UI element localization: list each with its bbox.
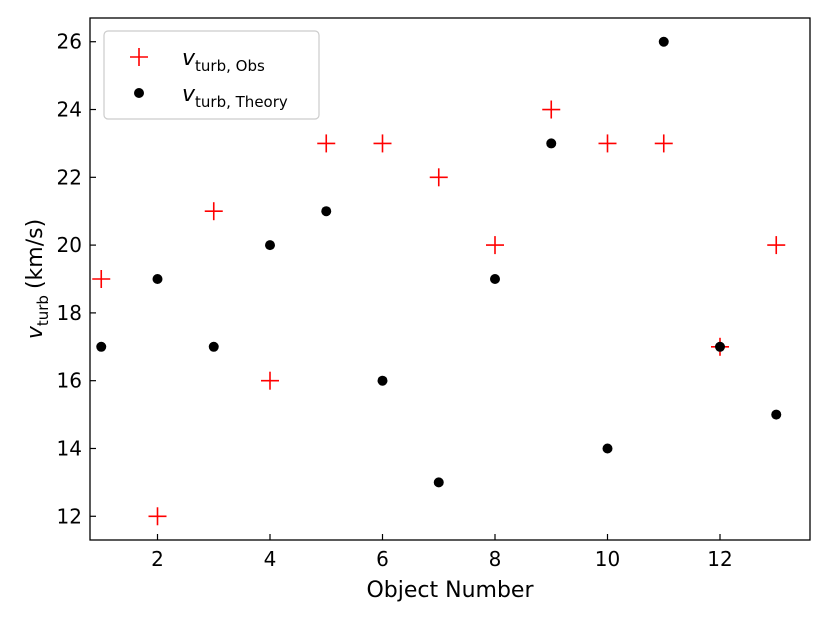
theory-point-7: [433, 477, 444, 488]
theory-point-9: [546, 138, 557, 149]
theory-point-2: [152, 274, 163, 284]
legend-marker-obs: [130, 48, 148, 66]
x-tick-label-12: 12: [707, 547, 732, 571]
legend-label-theory: vturb, Theory: [182, 82, 288, 111]
y-tick-label-20: 20: [57, 233, 82, 257]
theory-point-5: [321, 206, 332, 217]
legend-marker-theory: [134, 88, 144, 98]
legend-label-theory-sub: turb, Theory: [195, 93, 288, 111]
theory-point-6: [377, 375, 388, 386]
obs-point-2: [148, 507, 167, 526]
theory-point-8: [490, 274, 500, 284]
y-axis-label-sub: turb: [34, 295, 52, 326]
obs-point-6: [373, 134, 392, 153]
x-axis: 2 4 6 8 10 12: [151, 534, 733, 571]
obs-point-11: [654, 134, 673, 153]
obs-point-9: [542, 100, 561, 119]
y-tick-label-16: 16: [57, 369, 82, 393]
y-tick-label-26: 26: [57, 30, 82, 54]
legend-label-theory-main: v: [182, 82, 196, 107]
obs-point-5: [317, 134, 336, 153]
x-tick-label-2: 2: [151, 547, 164, 571]
legend-label-obs: vturb, Obs: [182, 46, 265, 75]
theory-point-13: [771, 409, 782, 420]
y-tick-label-18: 18: [57, 301, 82, 325]
y-axis: 12 14 16 18 20 22 24 26: [57, 30, 96, 528]
y-tick-label-24: 24: [57, 98, 82, 122]
obs-point-7: [429, 168, 448, 187]
y-axis-label-unit: (km/s): [23, 219, 48, 289]
y-tick-label-12: 12: [57, 504, 82, 528]
y-tick-label-14: 14: [57, 436, 82, 460]
series-obs: [92, 100, 786, 526]
series-theory: [96, 36, 782, 488]
y-axis-label-main: v: [23, 325, 48, 339]
plot-area: [89, 17, 811, 541]
legend-box: [103, 30, 320, 120]
x-tick-label-6: 6: [376, 547, 389, 571]
x-tick-label-8: 8: [489, 547, 502, 571]
x-tick-label-10: 10: [595, 547, 620, 571]
theory-point-4: [265, 240, 275, 251]
legend-label-obs-main: v: [182, 46, 196, 71]
y-axis-label: vturb (km/s): [23, 219, 52, 339]
obs-point-4: [261, 371, 279, 390]
obs-point-3: [204, 202, 223, 221]
obs-point-8: [486, 236, 504, 255]
theory-point-1: [96, 341, 107, 352]
obs-point-13: [767, 236, 786, 255]
x-axis-label: Object Number: [366, 578, 534, 603]
legend-label-obs-sub: turb, Obs: [195, 57, 265, 75]
y-tick-label-22: 22: [57, 165, 82, 189]
series-layer: [92, 36, 786, 526]
obs-point-10: [598, 134, 617, 153]
obs-point-1: [92, 270, 111, 288]
theory-point-10: [602, 443, 613, 454]
theory-point-3: [208, 341, 219, 352]
x-tick-label-4: 4: [264, 547, 277, 571]
plot-frame: [89, 17, 811, 541]
theory-point-11: [658, 36, 669, 47]
theory-point-12: [715, 341, 725, 352]
